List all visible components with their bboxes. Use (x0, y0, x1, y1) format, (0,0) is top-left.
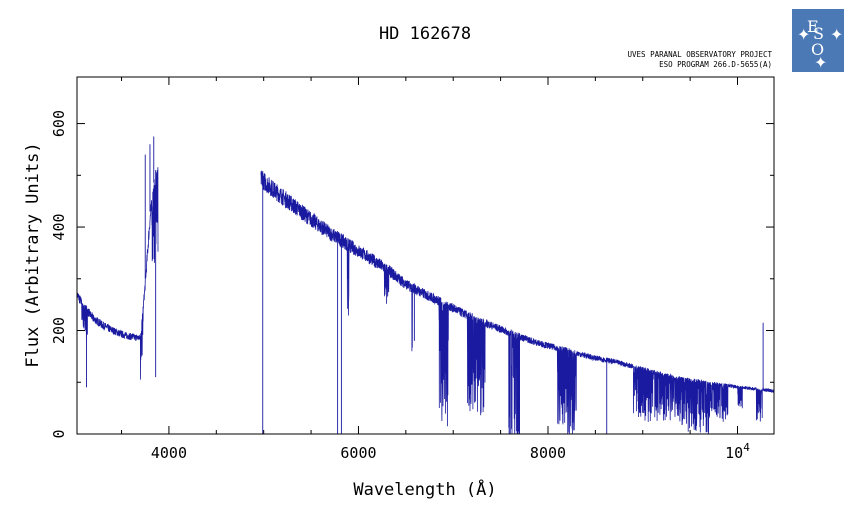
y-tick-label: 0 (50, 429, 68, 438)
spectrum-segment (260, 170, 775, 435)
x-tick-label: 6000 (340, 444, 376, 462)
header-line-project: UVES PARANAL OBSERVATORY PROJECT (628, 50, 773, 59)
spectrum-segment (76, 167, 159, 380)
eso-logo-background (792, 9, 844, 72)
header-line-program: ESO PROGRAM 266.D-5655(A) (659, 60, 772, 69)
eso-logo-o: O (811, 40, 824, 59)
plot-frame (76, 76, 775, 435)
eso-logo-star-left: ✦ (797, 25, 810, 44)
x-tick-label: 8000 (530, 444, 566, 462)
x-tick-label: 4000 (151, 444, 187, 462)
y-tick-label: 600 (50, 110, 68, 137)
spectrum-plot (76, 136, 775, 435)
eso-logo-e: E (807, 17, 819, 36)
chart-title: HD 162678 (379, 24, 471, 44)
eso-logo-star-right: ✦ (830, 25, 843, 44)
x-axis-label: Wavelength (Å) (353, 478, 496, 500)
y-tick-label: 200 (50, 317, 68, 344)
eso-logo: E S O ✦ ✦ ✦ (792, 9, 844, 72)
x-tick-label: 104 (725, 441, 750, 462)
y-axis-label: Flux (Arbitrary Units) (23, 142, 43, 367)
x-tick-exponent: 4 (743, 441, 750, 454)
axis-ticks: 4000 6000 8000 104 0 200 400 600 (50, 77, 774, 462)
eso-logo-s: S (813, 24, 824, 43)
y-tick-label: 400 (50, 213, 68, 240)
eso-logo-star-bottom: ✦ (814, 53, 827, 72)
